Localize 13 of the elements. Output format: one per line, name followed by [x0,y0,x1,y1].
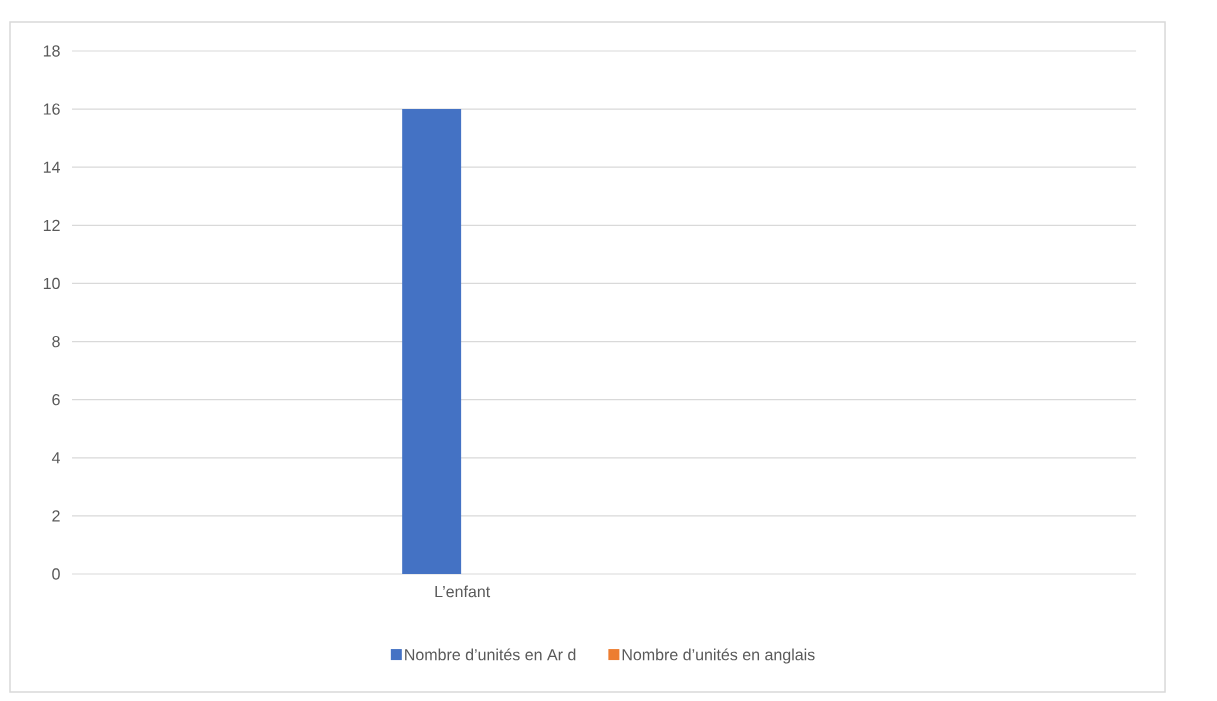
y-tick-label: 18 [43,45,60,57]
y-tick-label: 8 [52,335,60,348]
x-tick-label: L’enfant [435,585,491,598]
y-tick-label: 2 [52,510,60,522]
legend-label: Nombre d’unités en Ar d [405,648,576,661]
y-tick-label: 0 [52,568,60,580]
legend-label: Nombre d’unités en anglais [622,648,815,664]
y-tick-label: 4 [51,452,60,464]
y-tick-label: 16 [43,103,60,115]
y-tick-label: 10 [43,277,60,290]
y-tick-label: 6 [52,394,60,406]
y-tick-label: 14 [43,161,60,173]
y-tick-label: 12 [43,219,60,231]
